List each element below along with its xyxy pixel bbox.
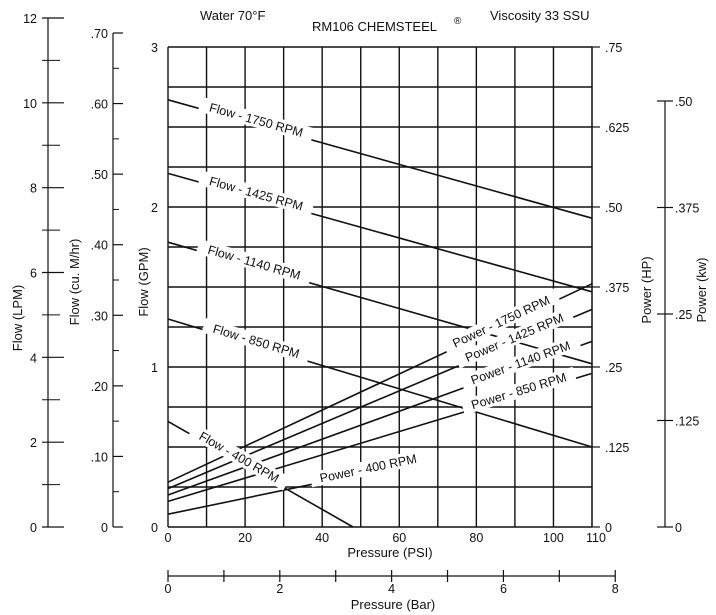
flow-series-label: Flow - 1140 RPM xyxy=(206,243,302,283)
psi-axis-label: Pressure (PSI) xyxy=(347,545,432,560)
m3hr-tick-label: .40 xyxy=(91,239,108,253)
psi-tick-label: 80 xyxy=(469,531,483,545)
lpm-tick-label: 10 xyxy=(23,97,37,111)
m3hr-tick-label: .60 xyxy=(91,98,108,112)
flow-series-label-group: Flow - 1425 RPM xyxy=(197,170,315,217)
lpm-tick-label: 12 xyxy=(23,12,37,26)
kw-axis-label: Power (kw) xyxy=(694,257,709,322)
bar-tick-label: 6 xyxy=(500,582,507,596)
hp-tick-label: .625 xyxy=(605,121,629,135)
registered-mark: ® xyxy=(454,16,462,27)
flow-series-label-backing xyxy=(195,238,313,286)
m3hr-tick-label: .20 xyxy=(91,380,108,394)
bar-axis-label: Pressure (Bar) xyxy=(351,597,436,612)
flow-series-label-group: Flow - 850 RPM xyxy=(201,317,311,364)
power-series-label-backing xyxy=(441,288,561,355)
m3hr-tick-label: .70 xyxy=(91,27,108,41)
m3hr-tick-label: 0 xyxy=(101,521,108,535)
hp-axis-label: Power (HP) xyxy=(639,256,654,323)
flow-series-label: Flow - 400 RPM xyxy=(197,429,282,486)
hp-tick-label: .25 xyxy=(605,361,622,375)
lpm-tick-label: 2 xyxy=(30,436,37,450)
gpm-tick-label: 0 xyxy=(151,521,158,535)
viscosity-note: Viscosity 33 SSU xyxy=(490,8,589,23)
bar-tick-label: 8 xyxy=(612,582,619,596)
lpm-tick-label: 4 xyxy=(30,351,37,365)
power-series-line xyxy=(167,481,323,515)
psi-tick-label: 0 xyxy=(165,531,172,545)
hp-tick-label: .125 xyxy=(605,441,629,455)
kw-tick-label: .375 xyxy=(675,202,699,216)
lpm-tick-label: 0 xyxy=(30,521,37,535)
gpm-tick-label: 1 xyxy=(151,361,158,375)
flow-series-label-backing xyxy=(197,96,315,143)
psi-tick-label: 40 xyxy=(315,531,329,545)
power-series-label-backing xyxy=(309,448,427,488)
bar-tick-label: 2 xyxy=(276,582,283,596)
power-series-label: Power - 400 RPM xyxy=(318,452,417,486)
m3hr-tick-label: .30 xyxy=(91,309,108,323)
psi-tick-label: 110 xyxy=(586,531,606,545)
bar-tick-label: 0 xyxy=(165,582,172,596)
power-series-label-backing xyxy=(459,334,582,391)
kw-tick-label: .25 xyxy=(675,308,692,322)
chart-title: RM106 CHEMSTEEL xyxy=(312,19,437,34)
water-temp-note: Water 70°F xyxy=(200,8,265,23)
gpm-tick-label: 3 xyxy=(151,41,158,55)
series-labels: Flow - 1750 RPM Flow - 1425 RPM Flow - 114… xyxy=(187,96,582,491)
hp-tick-label: 0 xyxy=(605,521,612,535)
flow-series-label-backing xyxy=(197,170,315,217)
flow-series-label-backing xyxy=(201,317,311,364)
kw-tick-label: .125 xyxy=(675,415,699,429)
psi-tick-label: 60 xyxy=(392,531,406,545)
m3hr-tick-label: .10 xyxy=(91,450,108,464)
lpm-tick-label: 8 xyxy=(30,182,37,196)
psi-tick-label: 20 xyxy=(238,531,252,545)
gpm-tick-label: 2 xyxy=(151,201,158,215)
kw-tick-label: .50 xyxy=(675,95,692,109)
hp-tick-label: .75 xyxy=(605,41,622,55)
lpm-tick-label: 6 xyxy=(30,267,37,281)
flow-series-label-backing xyxy=(187,423,291,491)
hp-tick-label: .375 xyxy=(605,281,629,295)
power-series-label-backing xyxy=(460,366,577,415)
flow-series-label-group: Flow - 1750 RPM xyxy=(197,96,315,143)
bar-tick-label: 4 xyxy=(388,582,395,596)
lpm-axis-label: Flow (LPM) xyxy=(10,285,25,351)
power-series-label-backing xyxy=(454,306,575,369)
m3hr-axis-label: Flow (cu. M/hr) xyxy=(67,239,82,326)
kw-tick-label: 0 xyxy=(675,521,682,535)
hp-tick-label: .50 xyxy=(605,201,622,215)
flow-series-label-group: Flow - 1140 RPM xyxy=(195,238,313,286)
gpm-axis-label: Flow (GPM) xyxy=(136,247,151,316)
m3hr-tick-label: .50 xyxy=(91,168,108,182)
psi-tick-label: 100 xyxy=(543,531,564,545)
power-series-label-group: Power - 400 RPM xyxy=(309,448,427,488)
flow-series-label: Flow - 1750 RPM xyxy=(208,101,305,140)
